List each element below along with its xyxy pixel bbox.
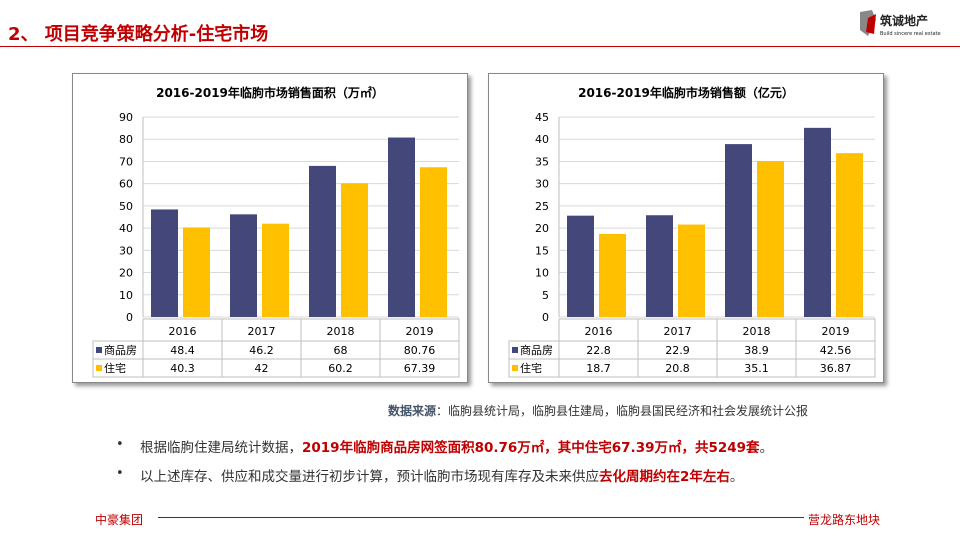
x-tick-label: 2017 <box>248 325 276 338</box>
bar-商品房-2019 <box>804 127 831 317</box>
bar-商品房-2016 <box>151 209 178 317</box>
y-tick-label: 80 <box>119 133 133 146</box>
bar-住宅-2019 <box>836 153 863 317</box>
bar-住宅-2016 <box>183 227 210 317</box>
footer-left: 中豪集团 <box>95 513 144 527</box>
x-tick-label: 2019 <box>406 325 434 338</box>
bar-商品房-2017 <box>230 214 257 317</box>
bar-住宅-2017 <box>262 223 289 317</box>
data-label: 40.3 <box>170 362 195 375</box>
y-tick-label: 5 <box>542 289 549 302</box>
legend-key-住宅 <box>512 365 518 371</box>
bullet-1: 根据临朐住建局统计数据，2019年临朐商品房网签面积80.76万㎡，其中住宅67… <box>140 440 774 456</box>
data-label: 42.56 <box>820 344 852 357</box>
page-title: 2、 项目竞争策略分析-住宅市场 <box>8 24 269 45</box>
title-divider <box>0 46 960 47</box>
x-tick-label: 2016 <box>169 325 197 338</box>
data-label: 18.7 <box>586 362 611 375</box>
chart-sales-amount: 2016-2019年临朐市场销售额（亿元） 0 5 10 15 20 25 30 35 40 45 2… <box>488 73 884 383</box>
footer-divider <box>158 517 804 518</box>
bar-住宅-2018 <box>757 161 784 317</box>
chart-title: 2016-2019年临朐市场销售额（亿元） <box>578 85 794 100</box>
y-tick-label: 25 <box>535 200 549 213</box>
x-tick-label: 2019 <box>822 325 850 338</box>
bar-商品房-2016 <box>567 215 594 317</box>
y-tick-label: 15 <box>535 244 549 257</box>
data-label: 46.2 <box>249 344 274 357</box>
bar-商品房-2017 <box>646 215 673 317</box>
y-tick-label: 90 <box>119 111 133 124</box>
legend-label: 住宅 <box>104 361 126 375</box>
legend-key-商品房 <box>96 347 102 353</box>
y-tick-label: 70 <box>119 155 133 168</box>
data-label: 22.9 <box>665 344 690 357</box>
y-tick-label: 35 <box>535 155 549 168</box>
x-tick-label: 2016 <box>585 325 613 338</box>
y-tick-label: 10 <box>535 267 549 280</box>
data-label: 80.76 <box>404 344 436 357</box>
y-tick-label: 0 <box>542 311 549 324</box>
data-label: 67.39 <box>404 362 436 375</box>
data-label: 48.4 <box>170 344 195 357</box>
data-source: 数据来源：临朐县统计局，临朐县住建局，临朐县国民经济和社会发展统计公报 <box>388 402 808 419</box>
bar-住宅-2019 <box>420 167 447 317</box>
bar-住宅-2017 <box>678 224 705 317</box>
bar-商品房-2018 <box>725 144 752 317</box>
bar-住宅-2016 <box>599 233 626 317</box>
svg-text:筑诚地产: 筑诚地产 <box>880 13 928 28</box>
y-tick-label: 30 <box>119 244 133 257</box>
data-label: 68 <box>334 344 348 357</box>
y-tick-label: 45 <box>535 111 549 124</box>
x-tick-label: 2018 <box>743 325 771 338</box>
y-tick-label: 50 <box>119 200 133 213</box>
chart-title: 2016-2019年临朐市场销售面积（万㎡） <box>156 85 384 100</box>
data-label: 35.1 <box>744 362 769 375</box>
legend-label: 商品房 <box>104 343 137 357</box>
bullet-icon: • <box>116 437 124 452</box>
data-label: 42 <box>255 362 269 375</box>
bar-商品房-2018 <box>309 165 336 317</box>
y-tick-label: 40 <box>535 133 549 146</box>
bar-住宅-2018 <box>341 183 368 317</box>
y-tick-label: 20 <box>119 267 133 280</box>
footer-right: 营龙路东地块 <box>808 513 881 527</box>
legend-label: 住宅 <box>520 361 542 375</box>
chart-sales-area: 2016-2019年临朐市场销售面积（万㎡） 0 10 20 30 40 50 60 70 80 9… <box>72 73 468 383</box>
svg-text:Build sincere real estate: Build sincere real estate <box>880 31 941 37</box>
bar-商品房-2019 <box>388 137 415 317</box>
company-logo: 筑诚地产 Build sincere real estate <box>858 8 953 38</box>
legend-label: 商品房 <box>520 343 553 357</box>
data-label: 36.87 <box>820 362 852 375</box>
source-label: 数据来源 <box>388 404 437 418</box>
source-text: ：临朐县统计局，临朐县住建局，临朐县国民经济和社会发展统计公报 <box>436 404 809 418</box>
y-tick-label: 0 <box>126 311 133 324</box>
data-label: 60.2 <box>328 362 353 375</box>
data-label: 22.8 <box>586 344 611 357</box>
x-tick-label: 2018 <box>327 325 355 338</box>
y-tick-label: 10 <box>119 289 133 302</box>
legend-key-商品房 <box>512 347 518 353</box>
legend-key-住宅 <box>96 365 102 371</box>
data-label: 20.8 <box>665 362 690 375</box>
x-tick-label: 2017 <box>664 325 692 338</box>
bullet-2: 以上述库存、供应和成交量进行初步计算，预计临朐市场现有库存及未来供应去化周期约在… <box>140 469 744 485</box>
data-label: 38.9 <box>744 344 769 357</box>
y-tick-label: 30 <box>535 178 549 191</box>
y-tick-label: 20 <box>535 222 549 235</box>
bullet-icon: • <box>116 466 124 481</box>
y-tick-label: 60 <box>119 178 133 191</box>
y-tick-label: 40 <box>119 222 133 235</box>
